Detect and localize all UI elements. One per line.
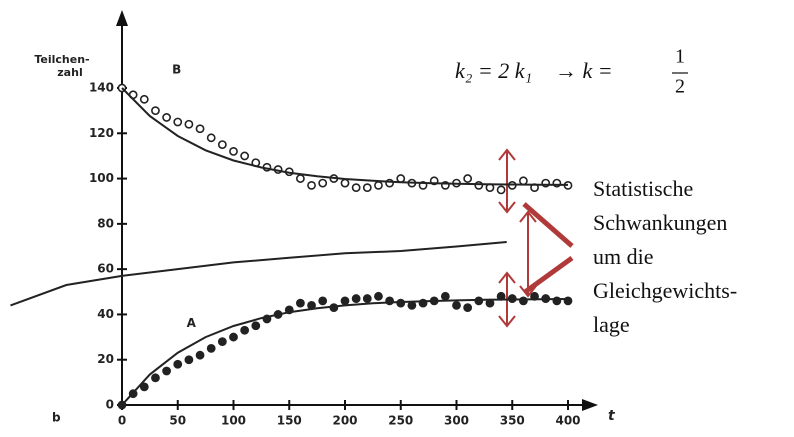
y-tick-label: 20 — [97, 352, 114, 366]
data-point — [240, 151, 250, 161]
x-tick-label: 250 — [388, 414, 413, 428]
data-point — [340, 178, 350, 188]
data-point — [374, 180, 383, 190]
data-point — [307, 180, 316, 190]
note-line: Statistische — [593, 176, 693, 201]
data-point — [217, 337, 227, 346]
y-tick-label: 120 — [89, 126, 114, 140]
note-line: um die — [593, 244, 654, 269]
data-point — [195, 124, 205, 134]
y-axis-label: Teilchen-zahl — [34, 53, 89, 79]
data-point — [217, 140, 227, 150]
data-point — [440, 291, 450, 301]
x-tick-label: 0 — [118, 414, 126, 428]
data-point — [240, 325, 250, 335]
data-point — [318, 296, 328, 306]
data-point — [463, 303, 473, 313]
data-point — [519, 296, 528, 306]
fit-line — [121, 87, 569, 186]
series-label: B — [172, 62, 181, 76]
data-point — [139, 382, 149, 392]
y-tick-label: 80 — [97, 216, 114, 230]
data-point — [173, 117, 183, 127]
y-tick-label: 100 — [89, 171, 114, 185]
x-tick-label: 150 — [277, 414, 302, 428]
data-point — [318, 178, 328, 188]
equation-rhs: → k = — [555, 58, 613, 83]
data-point — [340, 296, 350, 306]
data-point — [519, 176, 528, 186]
data-point — [251, 321, 261, 331]
data-point — [474, 180, 484, 190]
data-point — [295, 298, 305, 308]
panel-label: b — [52, 411, 61, 425]
annotation-arrows — [498, 148, 574, 328]
series-label: A — [187, 316, 197, 330]
equation-denominator: 2 — [675, 76, 685, 98]
data-point — [184, 355, 194, 365]
data-point — [496, 185, 506, 195]
data-point — [229, 146, 238, 156]
data-point — [195, 350, 205, 360]
data-point — [229, 332, 238, 342]
data-point — [206, 343, 216, 353]
y-tick-label: 140 — [89, 81, 114, 95]
data-point — [184, 119, 194, 129]
fit-line — [121, 298, 569, 406]
x-axis-arrow — [582, 399, 598, 411]
fit-line — [10, 241, 507, 307]
x-tick-label: 300 — [444, 414, 469, 428]
data-point — [151, 373, 160, 383]
y-axis-arrow — [116, 10, 128, 26]
data-point — [162, 113, 171, 122]
x-tick-label: 350 — [500, 414, 525, 428]
data-point — [206, 133, 216, 143]
x-axis-label: t — [608, 408, 616, 424]
data-point — [407, 300, 417, 310]
data-point — [162, 366, 171, 376]
note-line: Gleichgewichts- — [593, 278, 737, 303]
y-tick-label: 60 — [97, 262, 114, 276]
equation-lhs: k₂ = 2 k₁ — [455, 58, 532, 83]
y-tick-label: 0 — [106, 398, 114, 412]
x-tick-label: 200 — [332, 414, 357, 428]
equation: k₂ = 2 k₁ → k = 1 2 — [455, 46, 688, 98]
pointer-lines — [522, 202, 574, 295]
data-point — [362, 294, 372, 303]
data-point — [362, 183, 372, 193]
data-point — [139, 94, 149, 104]
y-tick-label: 40 — [97, 307, 114, 321]
x-tick-label: 400 — [555, 414, 580, 428]
data-point — [351, 183, 361, 193]
data-point — [351, 294, 361, 303]
data-point — [173, 359, 183, 369]
double-arrow — [519, 210, 537, 298]
note: Statistische Schwankungen um die Gleichgewi… — [593, 176, 737, 337]
x-tick-label: 50 — [169, 414, 186, 428]
double-arrow — [498, 148, 516, 214]
x-tick-label: 100 — [221, 414, 246, 428]
note-line: Schwankungen — [593, 210, 727, 235]
data-point — [374, 291, 383, 301]
note-line: lage — [593, 312, 630, 337]
data-point — [463, 174, 473, 183]
equation-numerator: 1 — [675, 46, 685, 68]
data-point — [452, 300, 461, 310]
data-point — [295, 174, 305, 183]
data-point — [151, 106, 160, 116]
